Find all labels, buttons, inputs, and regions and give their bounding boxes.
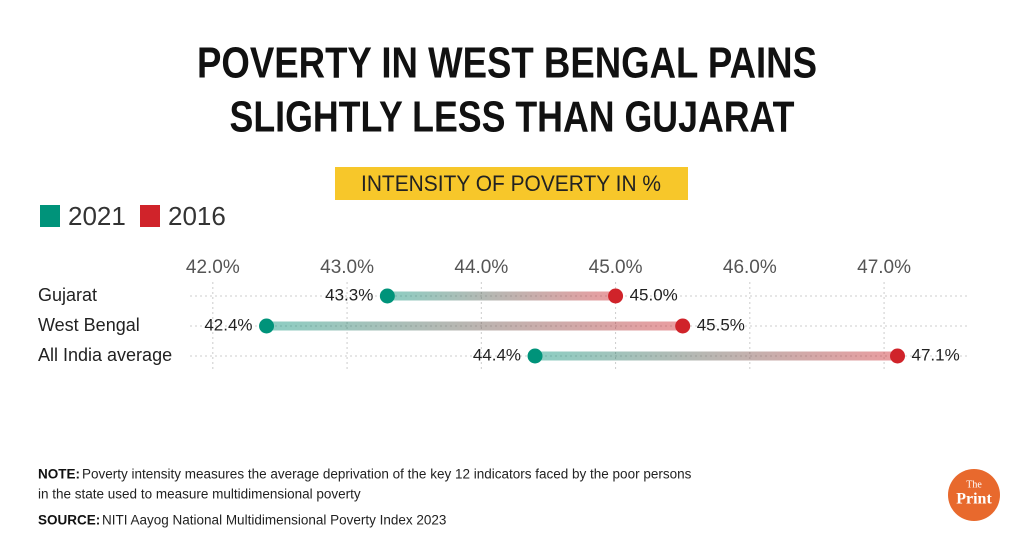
value-label: 45.5% xyxy=(697,315,745,334)
logo-text: The xyxy=(966,479,982,490)
note: in the state used to measure multidimens… xyxy=(38,487,361,502)
dot xyxy=(608,288,624,304)
value-label: 42.4% xyxy=(204,315,252,334)
legend-swatch xyxy=(40,205,60,227)
source: NITI Aayog National Multidimensional Pov… xyxy=(102,513,446,528)
subtitle-box xyxy=(335,167,688,200)
note: Poverty intensity measures the average d… xyxy=(82,467,692,482)
x-tick-label: 47.0% xyxy=(857,257,911,278)
chart-title: POVERTY IN WEST BENGAL PAINS xyxy=(197,39,817,88)
x-tick-label: 45.0% xyxy=(589,257,643,278)
value-label: 45.0% xyxy=(630,285,678,304)
x-tick-label: 46.0% xyxy=(723,257,777,278)
x-tick-label: 44.0% xyxy=(454,257,508,278)
dot xyxy=(379,288,395,304)
dot xyxy=(675,318,691,334)
dot xyxy=(890,348,906,364)
category-label: West Bengal xyxy=(38,315,140,335)
logo-text: Print xyxy=(956,491,992,508)
legend-label: 2016 xyxy=(168,201,226,231)
logo xyxy=(948,469,1000,521)
value-label: 44.4% xyxy=(473,345,521,364)
dot xyxy=(527,348,543,364)
subtitle: INTENSITY OF POVERTY IN % xyxy=(361,171,661,196)
note-label: NOTE: xyxy=(38,467,80,482)
dot xyxy=(259,318,275,334)
legend-label: 2021 xyxy=(68,201,126,231)
source-label: SOURCE: xyxy=(38,513,100,528)
value-label: 43.3% xyxy=(325,285,373,304)
value-label: 47.1% xyxy=(912,345,960,364)
legend-swatch xyxy=(140,205,160,227)
category-label: All India average xyxy=(38,345,172,365)
x-tick-label: 43.0% xyxy=(320,257,374,278)
chart-title: SLIGHTLY LESS THAN GUJARAT xyxy=(230,93,795,142)
category-label: Gujarat xyxy=(38,285,97,305)
x-tick-label: 42.0% xyxy=(186,257,240,278)
